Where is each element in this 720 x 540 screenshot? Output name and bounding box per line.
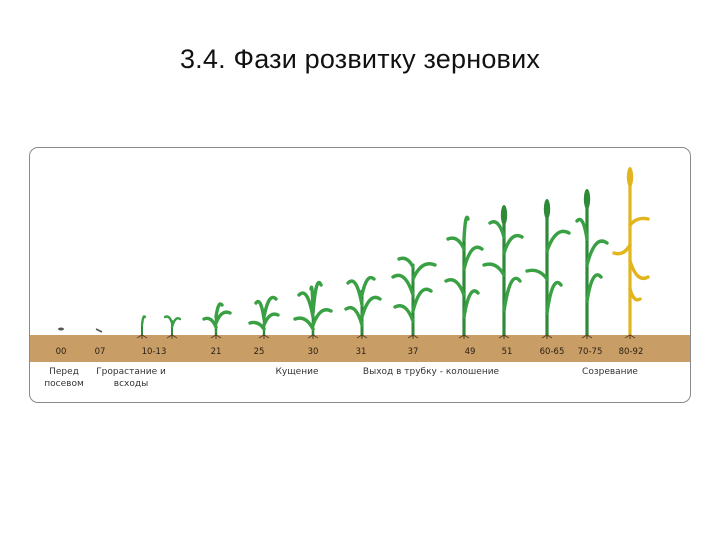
leaf	[612, 243, 632, 256]
stage-code-10-13: 10-13	[141, 347, 167, 357]
leaf	[462, 245, 484, 271]
leaf	[248, 320, 266, 331]
leaf	[140, 315, 147, 327]
ear	[500, 205, 508, 225]
leaf	[545, 280, 563, 315]
leaf	[628, 287, 642, 302]
roots	[356, 334, 368, 339]
phase-label-tillering: Кущение	[275, 367, 319, 377]
ear	[583, 189, 591, 209]
leaf	[446, 236, 466, 251]
leaf	[444, 278, 466, 297]
seed	[58, 327, 64, 331]
leaf	[628, 259, 650, 281]
roots	[258, 334, 270, 339]
leaf	[360, 275, 376, 297]
leaf	[170, 317, 182, 329]
leaf	[545, 229, 571, 253]
stage-code-51: 51	[501, 347, 513, 357]
leaf	[214, 310, 232, 325]
leaf	[575, 217, 589, 241]
leaf	[262, 295, 278, 319]
stage-code-37: 37	[407, 347, 419, 357]
leaf	[502, 233, 524, 255]
roots	[136, 334, 148, 339]
stage-code-21: 21	[210, 347, 222, 357]
leaf	[585, 273, 603, 303]
soil-strip	[30, 335, 690, 362]
stage-code-07: 07	[94, 347, 106, 357]
stage-code-31: 31	[355, 347, 367, 357]
roots	[458, 334, 470, 339]
leaf	[309, 285, 315, 311]
leaf	[585, 239, 609, 267]
phase-label-germination: Грорастание и всходы	[96, 367, 166, 389]
plant-illustrations	[58, 167, 650, 339]
leaf	[397, 256, 415, 269]
roots	[498, 334, 510, 339]
phase-label-before-sowing: Перед посевом	[44, 367, 84, 389]
stage-code-30: 30	[307, 347, 319, 357]
leaf	[393, 304, 415, 323]
leaf	[311, 308, 333, 327]
leaf	[293, 316, 315, 331]
leaf	[488, 220, 506, 239]
leaf	[462, 215, 470, 241]
leaf	[525, 268, 549, 281]
stage-code-70-75: 70-75	[577, 347, 603, 357]
phase-label-ripening: Созревание	[582, 367, 638, 377]
stage-code-60-65: 60-65	[539, 347, 565, 357]
leaf	[360, 295, 382, 319]
leaf	[462, 289, 480, 319]
stage-code-00: 00	[55, 347, 67, 357]
leaf	[628, 216, 650, 227]
roots	[624, 334, 636, 339]
leaf	[502, 276, 522, 313]
roots	[166, 334, 178, 339]
leaf	[344, 305, 364, 327]
roots	[581, 334, 593, 339]
roots	[407, 334, 419, 339]
phase-label-booting: Выход в трубку - колошение	[362, 367, 500, 377]
leaf	[391, 273, 415, 297]
leaf	[346, 279, 364, 307]
roots	[210, 334, 222, 339]
roots	[307, 334, 319, 339]
leaf	[482, 262, 506, 277]
leaf	[202, 316, 218, 329]
leaf	[411, 262, 437, 281]
leaf	[262, 312, 280, 327]
stage-code-80-92: 80-92	[618, 347, 644, 357]
page-title: 3.4. Фази розвитку зернових	[179, 44, 541, 74]
leaf	[214, 302, 224, 319]
ripe-ear	[626, 167, 634, 187]
roots	[541, 334, 553, 339]
leaf	[411, 287, 433, 313]
growth-stages-figure: 00 07 10-13 21 25 30 31 37 49 51 60-65 7…	[29, 147, 691, 403]
germinating-seed	[95, 328, 103, 333]
leaf	[163, 315, 174, 325]
stage-code-49: 49	[464, 347, 476, 357]
ear	[543, 199, 551, 219]
stage-code-25: 25	[253, 347, 265, 357]
